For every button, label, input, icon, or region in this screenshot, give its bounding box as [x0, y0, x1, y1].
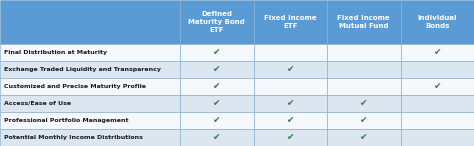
Bar: [327, 95, 401, 112]
Text: Fixed Income
ETF: Fixed Income ETF: [264, 15, 317, 29]
Bar: [401, 0, 474, 44]
Bar: [0, 112, 180, 129]
Text: Defined
Maturity Bond
ETF: Defined Maturity Bond ETF: [189, 11, 245, 33]
Text: Access/Ease of Use: Access/Ease of Use: [4, 101, 71, 106]
Bar: [254, 129, 327, 146]
Text: ✔: ✔: [434, 48, 441, 57]
Bar: [0, 44, 180, 61]
Text: ✔: ✔: [287, 116, 294, 125]
Bar: [180, 95, 254, 112]
Bar: [180, 44, 254, 61]
Text: Fixed Income
Mutual Fund: Fixed Income Mutual Fund: [337, 15, 390, 29]
Text: ✔: ✔: [287, 65, 294, 74]
Bar: [0, 0, 180, 44]
Bar: [327, 129, 401, 146]
Bar: [180, 61, 254, 78]
Bar: [327, 112, 401, 129]
Text: ✔: ✔: [213, 133, 220, 142]
Text: ✔: ✔: [287, 99, 294, 108]
Bar: [254, 95, 327, 112]
Bar: [401, 44, 474, 61]
Text: Exchange Traded Liquidity and Transparency: Exchange Traded Liquidity and Transparen…: [4, 67, 161, 72]
Text: Potential Monthly Income Distributions: Potential Monthly Income Distributions: [4, 135, 143, 140]
Text: Professional Portfolio Management: Professional Portfolio Management: [4, 118, 128, 123]
Bar: [254, 0, 327, 44]
Text: ✔: ✔: [213, 82, 220, 91]
Bar: [180, 129, 254, 146]
Text: Final Distribution at Maturity: Final Distribution at Maturity: [4, 50, 107, 55]
Text: Individual
Bonds: Individual Bonds: [418, 15, 457, 29]
Bar: [254, 61, 327, 78]
Bar: [180, 78, 254, 95]
Bar: [254, 112, 327, 129]
Bar: [327, 0, 401, 44]
Bar: [327, 44, 401, 61]
Text: ✔: ✔: [360, 99, 367, 108]
Text: ✔: ✔: [287, 133, 294, 142]
Bar: [327, 61, 401, 78]
Text: ✔: ✔: [213, 99, 220, 108]
Bar: [327, 78, 401, 95]
Bar: [401, 129, 474, 146]
Bar: [0, 61, 180, 78]
Bar: [401, 78, 474, 95]
Bar: [401, 95, 474, 112]
Bar: [0, 129, 180, 146]
Bar: [0, 78, 180, 95]
Text: Customized and Precise Maturity Profile: Customized and Precise Maturity Profile: [4, 84, 146, 89]
Bar: [254, 78, 327, 95]
Text: ✔: ✔: [360, 116, 367, 125]
Text: ✔: ✔: [434, 82, 441, 91]
Text: ✔: ✔: [213, 116, 220, 125]
Bar: [401, 61, 474, 78]
Text: ✔: ✔: [213, 65, 220, 74]
Text: ✔: ✔: [360, 133, 367, 142]
Bar: [180, 112, 254, 129]
Bar: [254, 44, 327, 61]
Bar: [180, 0, 254, 44]
Bar: [0, 95, 180, 112]
Bar: [401, 112, 474, 129]
Text: ✔: ✔: [213, 48, 220, 57]
